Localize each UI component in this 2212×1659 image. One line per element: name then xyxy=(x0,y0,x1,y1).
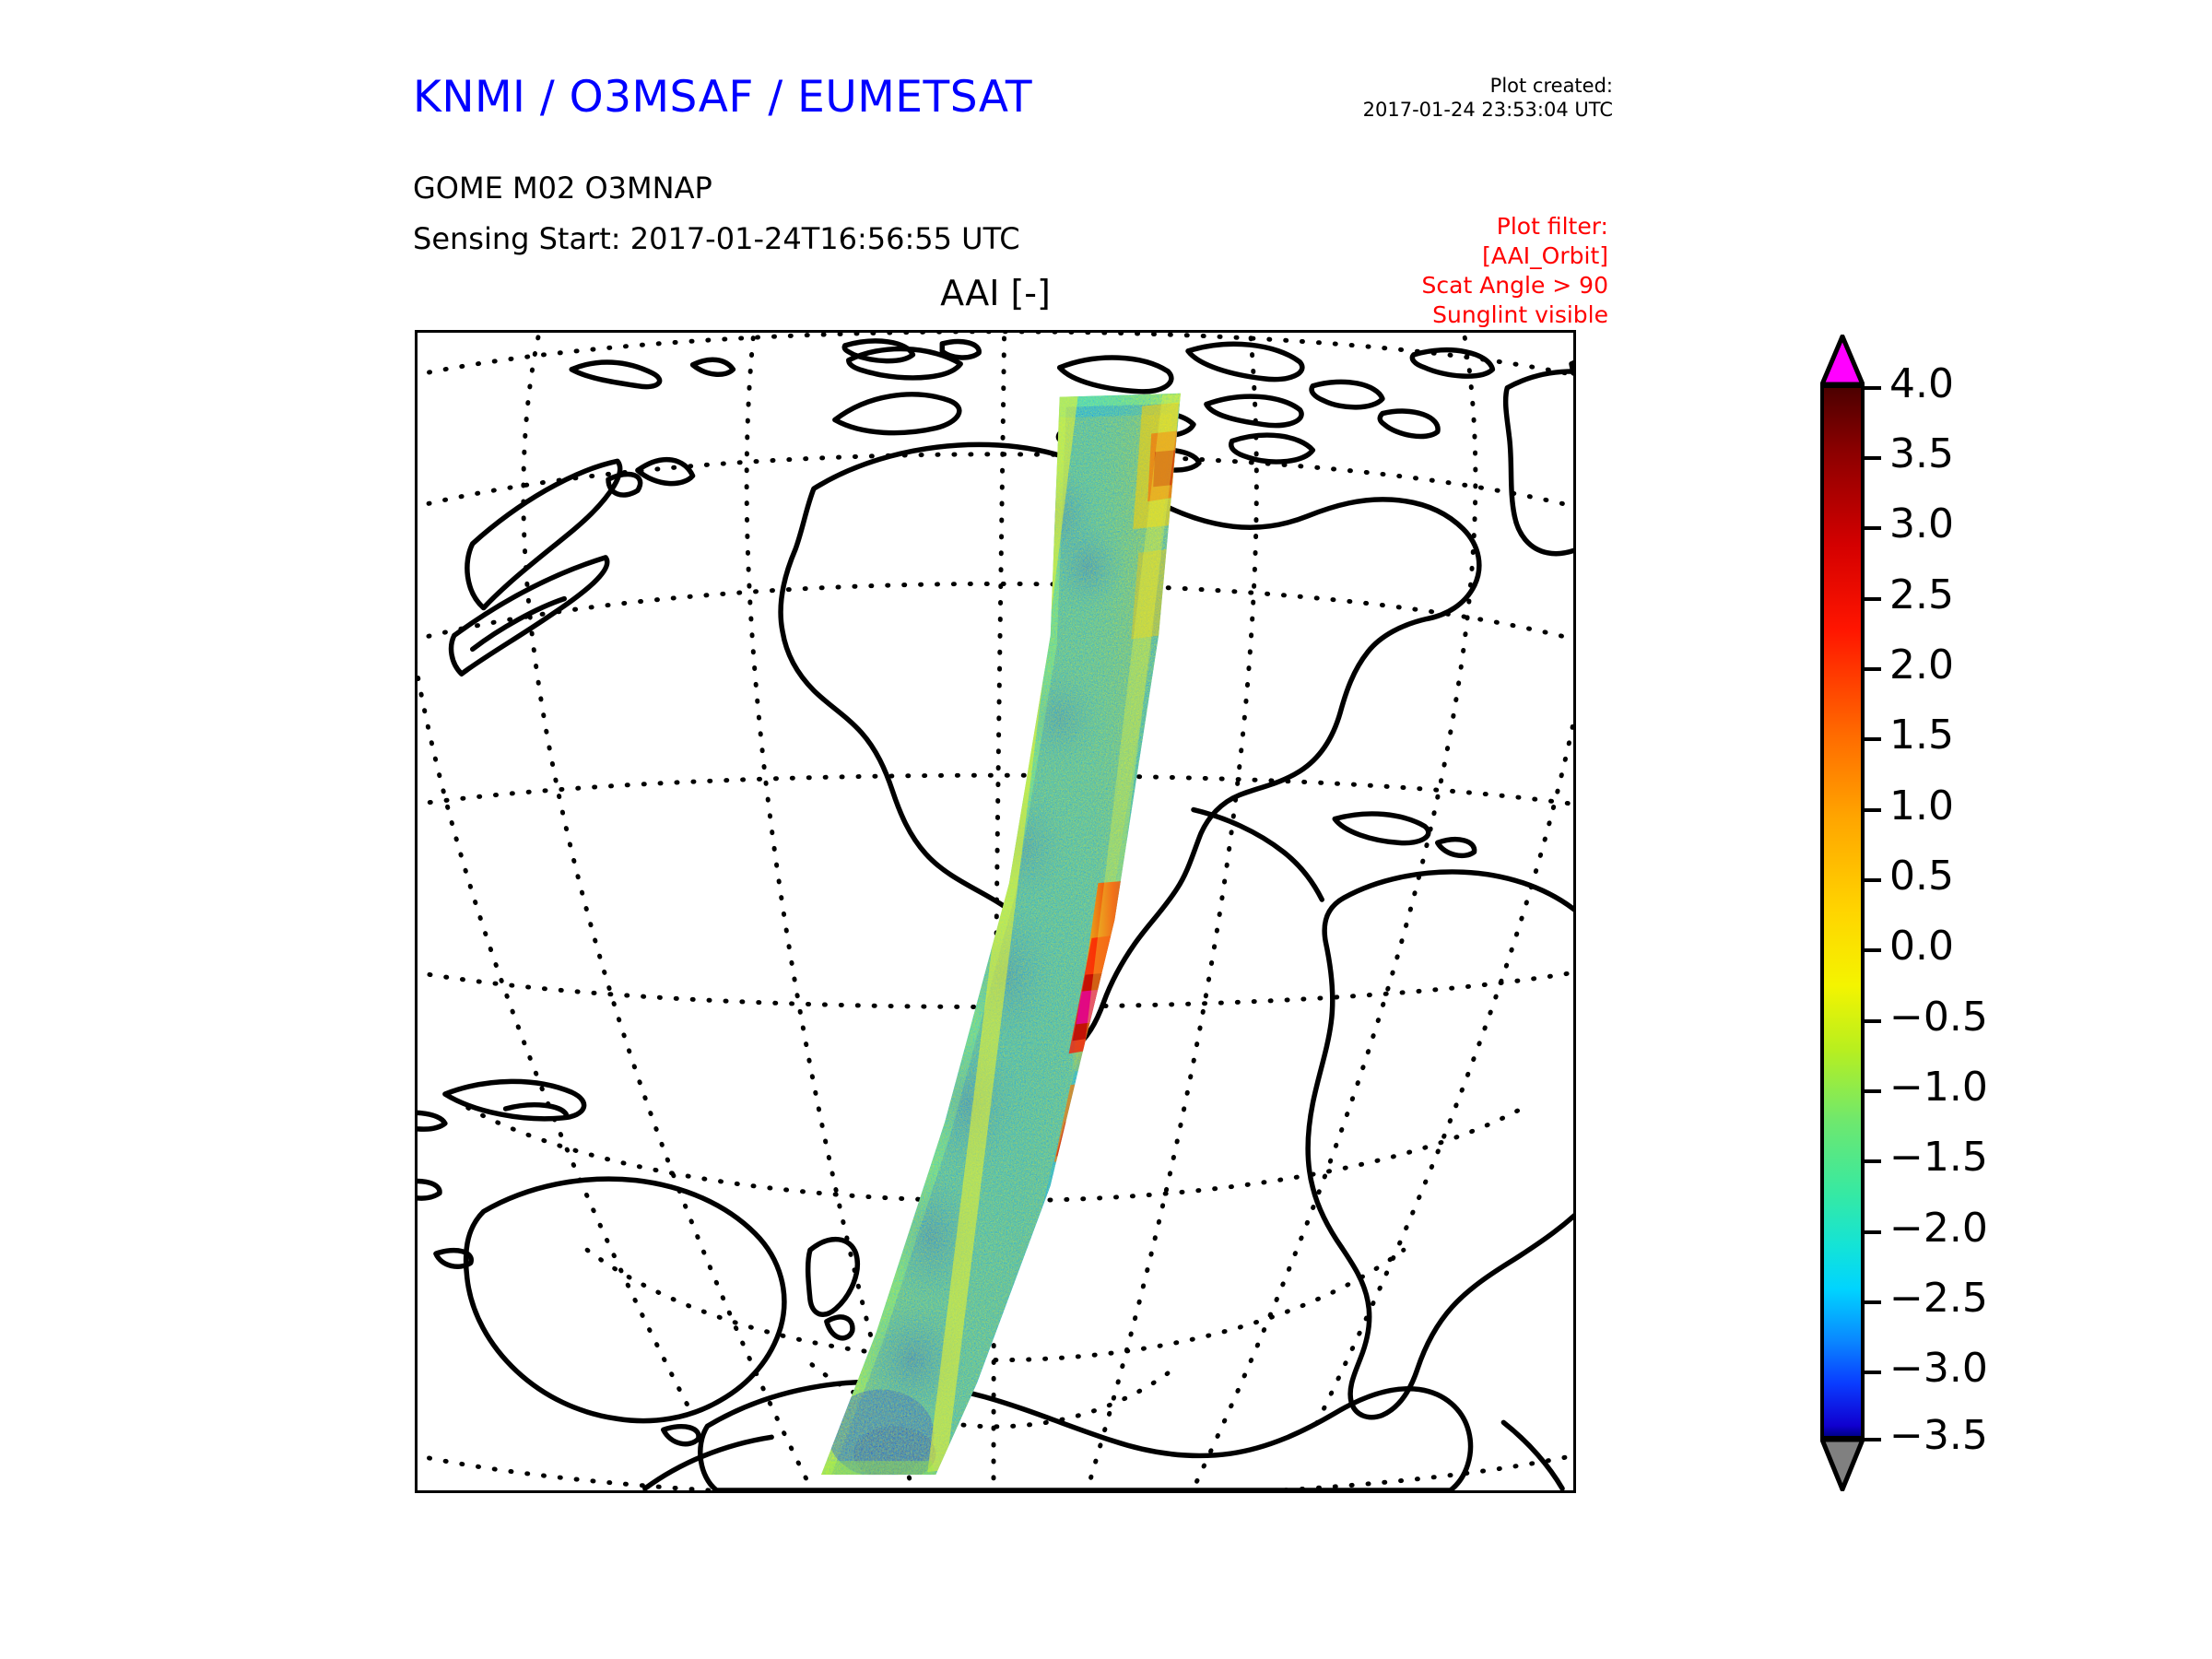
colorbar-tick xyxy=(1865,808,1881,812)
map-axes xyxy=(415,330,1576,1493)
colorbar-tick xyxy=(1865,1019,1881,1023)
colorbar-label: −2.0 xyxy=(1889,1205,1988,1252)
colorbar-label: 2.5 xyxy=(1889,571,1954,618)
colorbar-tick xyxy=(1865,1159,1881,1163)
colorbar-tick xyxy=(1865,386,1881,390)
colorbar-tick xyxy=(1865,667,1881,671)
plot-filter-product: [AAI_Orbit] xyxy=(1482,242,1608,269)
plot-filter-label: Plot filter: xyxy=(1496,213,1608,240)
organisation-title: KNMI / O3MSAF / EUMETSAT xyxy=(413,72,1033,123)
colorbar-label: 1.5 xyxy=(1889,712,1954,759)
colorbar-tick xyxy=(1865,1089,1881,1093)
colorbar-label: −3.5 xyxy=(1889,1412,1988,1459)
colorbar-tick xyxy=(1865,456,1881,460)
colorbar-label: −3.0 xyxy=(1889,1345,1988,1392)
colorbar-label: 0.5 xyxy=(1889,853,1954,900)
colorbar-label: 2.0 xyxy=(1889,641,1954,688)
colorbar-label: 0.0 xyxy=(1889,923,1954,970)
colorbar-tick xyxy=(1865,737,1881,741)
colorbar-tick xyxy=(1865,597,1881,601)
colorbar-label: −2.5 xyxy=(1889,1275,1988,1322)
colorbar-over-range-arrow xyxy=(1820,335,1865,386)
colorbar-label: 4.0 xyxy=(1889,360,1954,407)
colorbar-label: 3.0 xyxy=(1889,500,1954,547)
colorbar-tick xyxy=(1865,948,1881,952)
plot-created-label: Plot created: xyxy=(1489,75,1613,97)
colorbar-label: 1.0 xyxy=(1889,782,1954,830)
plot-created-block: Plot created: 2017-01-24 23:53:04 UTC xyxy=(1336,74,1613,123)
graticule xyxy=(418,333,1573,1490)
colorbar-label: −1.5 xyxy=(1889,1134,1988,1181)
colorbar-gradient xyxy=(1820,384,1865,1440)
colorbar-tick xyxy=(1865,1230,1881,1234)
colorbar-label: 3.5 xyxy=(1889,430,1954,477)
colorbar-under-range-arrow xyxy=(1820,1437,1865,1491)
instrument-line: GOME M02 O3MNAP xyxy=(413,171,712,206)
colorbar-tick xyxy=(1865,526,1881,530)
plot-created-value: 2017-01-24 23:53:04 UTC xyxy=(1362,99,1613,122)
aai-swath xyxy=(820,393,1182,1476)
colorbar-tick xyxy=(1865,878,1881,882)
map-canvas xyxy=(418,333,1573,1490)
colorbar-tick xyxy=(1865,1438,1881,1441)
colorbar-label: −0.5 xyxy=(1889,994,1988,1041)
colorbar: 4.0 3.5 3.0 2.5 2.0 1.5 1.0 0.5 0.0 −0.5… xyxy=(1808,327,2195,1498)
plot-filter-scat-angle: Scat Angle > 90 xyxy=(1421,272,1608,299)
colorbar-tick xyxy=(1865,1300,1881,1304)
plot-filter-block: Plot filter: [AAI_Orbit] Scat Angle > 90… xyxy=(1290,212,1608,330)
colorbar-label: −1.0 xyxy=(1889,1064,1988,1111)
plot-filter-sunglint: Sunglint visible xyxy=(1432,301,1608,328)
colorbar-tick xyxy=(1865,1371,1881,1374)
chart-title: AAI [-] xyxy=(940,273,1051,313)
sensing-start-line: Sensing Start: 2017-01-24T16:56:55 UTC xyxy=(413,221,1020,256)
